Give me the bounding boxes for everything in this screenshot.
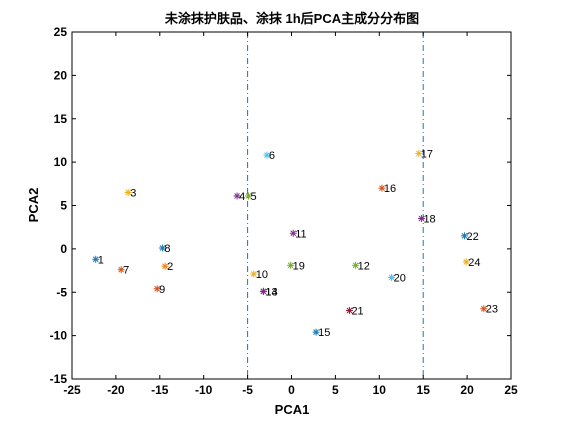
data-point-8 <box>158 244 166 252</box>
y-tick-label: 10 <box>54 155 68 169</box>
point-label-9: 9 <box>159 284 165 296</box>
chart-title: 未涂抹护肤品、涂抹 1h后PCA主成分分布图 <box>164 11 419 26</box>
data-point-4 <box>233 192 241 200</box>
point-label-22: 22 <box>466 231 478 243</box>
point-label-6: 6 <box>269 150 275 162</box>
y-tick-label: 0 <box>60 242 67 256</box>
reference-lines <box>247 32 424 379</box>
x-tick-label: 10 <box>373 383 387 397</box>
data-point-9 <box>153 285 161 293</box>
point-label-1: 1 <box>98 254 104 266</box>
y-tick-label: -5 <box>56 285 67 299</box>
data-point-24 <box>462 258 470 266</box>
data-point-12 <box>352 261 360 269</box>
point-label-5: 5 <box>250 191 256 203</box>
point-label-24: 24 <box>468 257 480 269</box>
data-point-5 <box>244 192 252 200</box>
x-axis-ticks: -25 -20 -15 -10 -5 0 5 10 15 20 25 <box>63 32 518 397</box>
x-tick-label: 5 <box>332 383 339 397</box>
data-point-15 <box>312 328 320 336</box>
data-point-11 <box>289 229 297 237</box>
x-tick-label: -25 <box>63 383 81 397</box>
x-tick-label: -20 <box>107 383 125 397</box>
x-tick-label: 25 <box>504 383 518 397</box>
data-point-3 <box>124 188 132 196</box>
plot-area <box>71 31 512 380</box>
data-point-1 <box>92 255 100 263</box>
y-tick-label: 5 <box>60 199 67 213</box>
point-label-4: 4 <box>239 191 245 203</box>
point-label-21: 21 <box>351 305 363 317</box>
data-point-2 <box>161 262 169 270</box>
data-point-18 <box>417 215 425 223</box>
point-label-16: 16 <box>384 183 396 195</box>
point-label-11: 11 <box>295 228 306 240</box>
y-tick-label: -10 <box>50 329 68 343</box>
data-point-10 <box>250 270 258 278</box>
y-tick-label: 20 <box>54 68 68 82</box>
point-label-14: 14 <box>265 286 277 298</box>
data-point-21 <box>345 306 353 314</box>
x-axis-title: PCA1 <box>275 402 310 417</box>
data-point-7 <box>117 266 125 274</box>
point-label-8: 8 <box>164 243 170 255</box>
point-label-13: 13 <box>265 286 277 298</box>
y-tick-label: -15 <box>50 372 68 386</box>
data-point-14 <box>259 287 267 295</box>
y-axis-title: PCA2 <box>26 188 41 223</box>
point-label-18: 18 <box>423 214 435 226</box>
x-tick-label: 15 <box>417 383 431 397</box>
y-tick-label: 15 <box>54 112 68 126</box>
data-point-20 <box>388 274 396 282</box>
data-point-6 <box>263 151 271 159</box>
x-tick-label: -15 <box>151 383 169 397</box>
point-label-3: 3 <box>130 187 136 199</box>
point-label-23: 23 <box>486 304 498 316</box>
x-tick-label: -5 <box>242 383 253 397</box>
data-point-19 <box>287 261 295 269</box>
point-label-7: 7 <box>123 265 129 277</box>
point-label-17: 17 <box>421 148 433 160</box>
data-point-22 <box>460 232 468 240</box>
x-tick-label: 0 <box>288 383 295 397</box>
data-point-16 <box>378 184 386 192</box>
point-label-2: 2 <box>167 261 173 273</box>
x-tick-label: -10 <box>195 383 213 397</box>
point-label-12: 12 <box>358 260 370 272</box>
point-label-19: 19 <box>293 260 305 272</box>
data-point-23 <box>480 305 488 313</box>
x-tick-label: 20 <box>460 383 474 397</box>
data-point-17 <box>415 149 423 157</box>
data-markers <box>92 149 488 336</box>
point-label-10: 10 <box>256 269 268 281</box>
point-label-15: 15 <box>318 327 330 339</box>
y-tick-label: 25 <box>54 25 68 39</box>
point-label-20: 20 <box>394 273 406 285</box>
